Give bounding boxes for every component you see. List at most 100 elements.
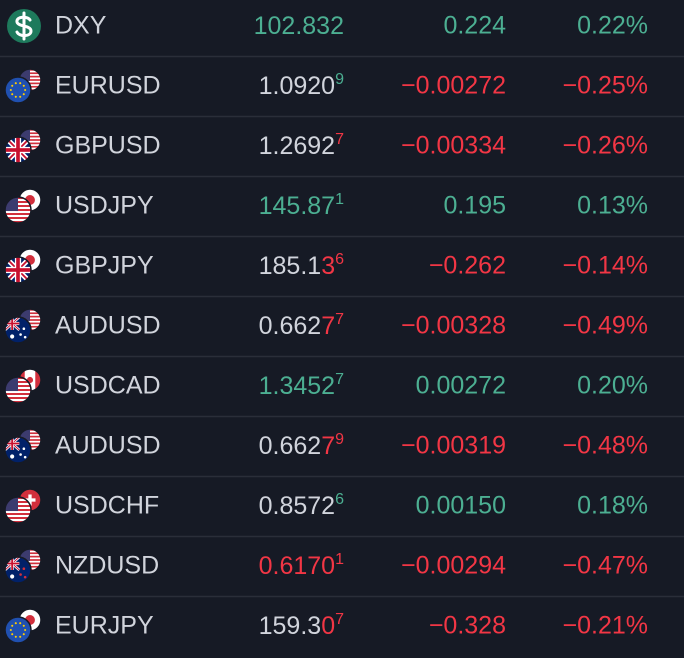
flag-part [5, 213, 31, 215]
price-part: 145.87 [259, 192, 335, 220]
flag-part [19, 129, 30, 141]
flag-part [11, 84, 14, 87]
price: 0.85726 [259, 491, 344, 519]
change: −0.00294 [401, 552, 506, 580]
flag-part [22, 567, 26, 570]
flag-part [11, 437, 14, 450]
flag-part [11, 93, 14, 96]
flag-part [14, 635, 17, 638]
change-percent: −0.25% [563, 72, 649, 100]
watchlist-row[interactable]: USDJPY 145.871 0.195 0.13% [0, 175, 684, 236]
flag-border [4, 556, 32, 584]
symbol: USDJPY [55, 192, 154, 220]
price: 0.66279 [259, 431, 344, 459]
price-part: 7 [335, 611, 344, 628]
price: 1.34527 [259, 371, 344, 399]
price-part: 1.3452 [259, 372, 335, 400]
watchlist-row[interactable]: AUDUSD 0.66277 −0.00328 −0.49% [0, 295, 684, 356]
flag-part [14, 82, 17, 85]
watchlist-row[interactable]: USDCHF 0.85726 0.00150 0.18% [0, 475, 684, 536]
flag-part [11, 624, 14, 627]
price-part: 0.8572 [259, 492, 335, 520]
flag-part [28, 494, 32, 506]
price: 159.307 [259, 611, 344, 639]
change: 0.195 [443, 192, 506, 220]
change-percent: 0.22% [577, 12, 648, 40]
change-percent: 0.13% [577, 192, 648, 220]
price-part: 1.2692 [259, 132, 335, 160]
flag-part [19, 429, 30, 441]
flag-part [11, 317, 14, 330]
watchlist-row[interactable]: EURJPY 159.307 −0.328 −0.21% [0, 595, 684, 656]
flag-part [24, 628, 27, 632]
flag-part [23, 455, 27, 459]
symbol: EURUSD [55, 72, 161, 100]
flag-part [5, 221, 31, 223]
flag-border [4, 376, 32, 404]
flag-border [4, 616, 32, 644]
flag-part [19, 549, 30, 561]
price-part: 185.1 [259, 252, 322, 280]
flag-part [10, 454, 15, 459]
flag-part [14, 622, 17, 625]
symbol: GBPJPY [55, 252, 154, 280]
change: −0.00272 [401, 72, 506, 100]
symbol: NZDUSD [55, 552, 159, 580]
watchlist-row[interactable]: GBPUSD 1.26927 −0.00334 −0.26% [0, 115, 684, 176]
flag-part [5, 401, 31, 403]
change-percent: −0.48% [563, 432, 649, 460]
flag-part [5, 521, 31, 523]
price-part: 9 [335, 431, 344, 448]
watchlist-row[interactable]: AUDUSD 0.66279 −0.00319 −0.48% [0, 415, 684, 476]
flag-part [5, 217, 31, 219]
flag-border [4, 496, 32, 524]
change: 0.00272 [416, 372, 506, 400]
flag-part [9, 628, 12, 632]
change-percent: 0.18% [577, 492, 648, 520]
flag-part [24, 88, 27, 92]
price-part: 7 [335, 311, 344, 328]
price-part: 159.3 [259, 612, 322, 640]
symbol: USDCAD [55, 372, 161, 400]
flag-part [11, 633, 14, 636]
watchlist-row[interactable]: DXY 102.832 0.224 0.22% [0, 0, 684, 56]
price: 145.871 [259, 191, 344, 219]
symbol: EURJPY [55, 612, 154, 640]
symbol: USDCHF [55, 492, 159, 520]
change-percent: −0.14% [563, 252, 649, 280]
flag-part [10, 574, 15, 579]
watchlist-row[interactable]: NZDUSD 0.61701 −0.00294 −0.47% [0, 535, 684, 596]
flag-border [4, 196, 32, 224]
price: 0.61701 [259, 551, 344, 579]
flag-part [22, 327, 26, 331]
flag-part [19, 82, 22, 85]
price-part: 3 [321, 252, 335, 280]
flag-border [4, 316, 32, 344]
flag-part [22, 447, 26, 451]
flag-part [19, 333, 22, 336]
price-part: 0.662 [259, 312, 322, 340]
price: 102.832 [254, 12, 344, 40]
watchlist-row[interactable]: GBPJPY 185.136 −0.262 −0.14% [0, 235, 684, 296]
change-percent: −0.21% [563, 612, 649, 640]
flag-part [5, 393, 31, 395]
flag-part [22, 624, 25, 627]
flag-part [19, 622, 22, 625]
change-percent: −0.49% [563, 312, 649, 340]
flag-part [5, 513, 31, 515]
price: 185.136 [259, 251, 344, 279]
price-part: 7 [335, 371, 344, 388]
price-part: 1 [335, 551, 344, 568]
price-part: 6 [335, 251, 344, 268]
watchlist-row[interactable]: EURUSD 1.09209 −0.00272 −0.25% [0, 55, 684, 116]
flag-part [23, 575, 27, 579]
flag-part [22, 93, 25, 96]
watchlist-row[interactable]: USDCAD 1.34527 0.00272 0.20% [0, 355, 684, 416]
change: −0.262 [429, 252, 506, 280]
change: −0.00328 [401, 312, 506, 340]
price-part: 1 [335, 191, 344, 208]
change-percent: −0.47% [563, 552, 649, 580]
symbol: GBPUSD [55, 132, 161, 160]
flag-part [22, 633, 25, 636]
